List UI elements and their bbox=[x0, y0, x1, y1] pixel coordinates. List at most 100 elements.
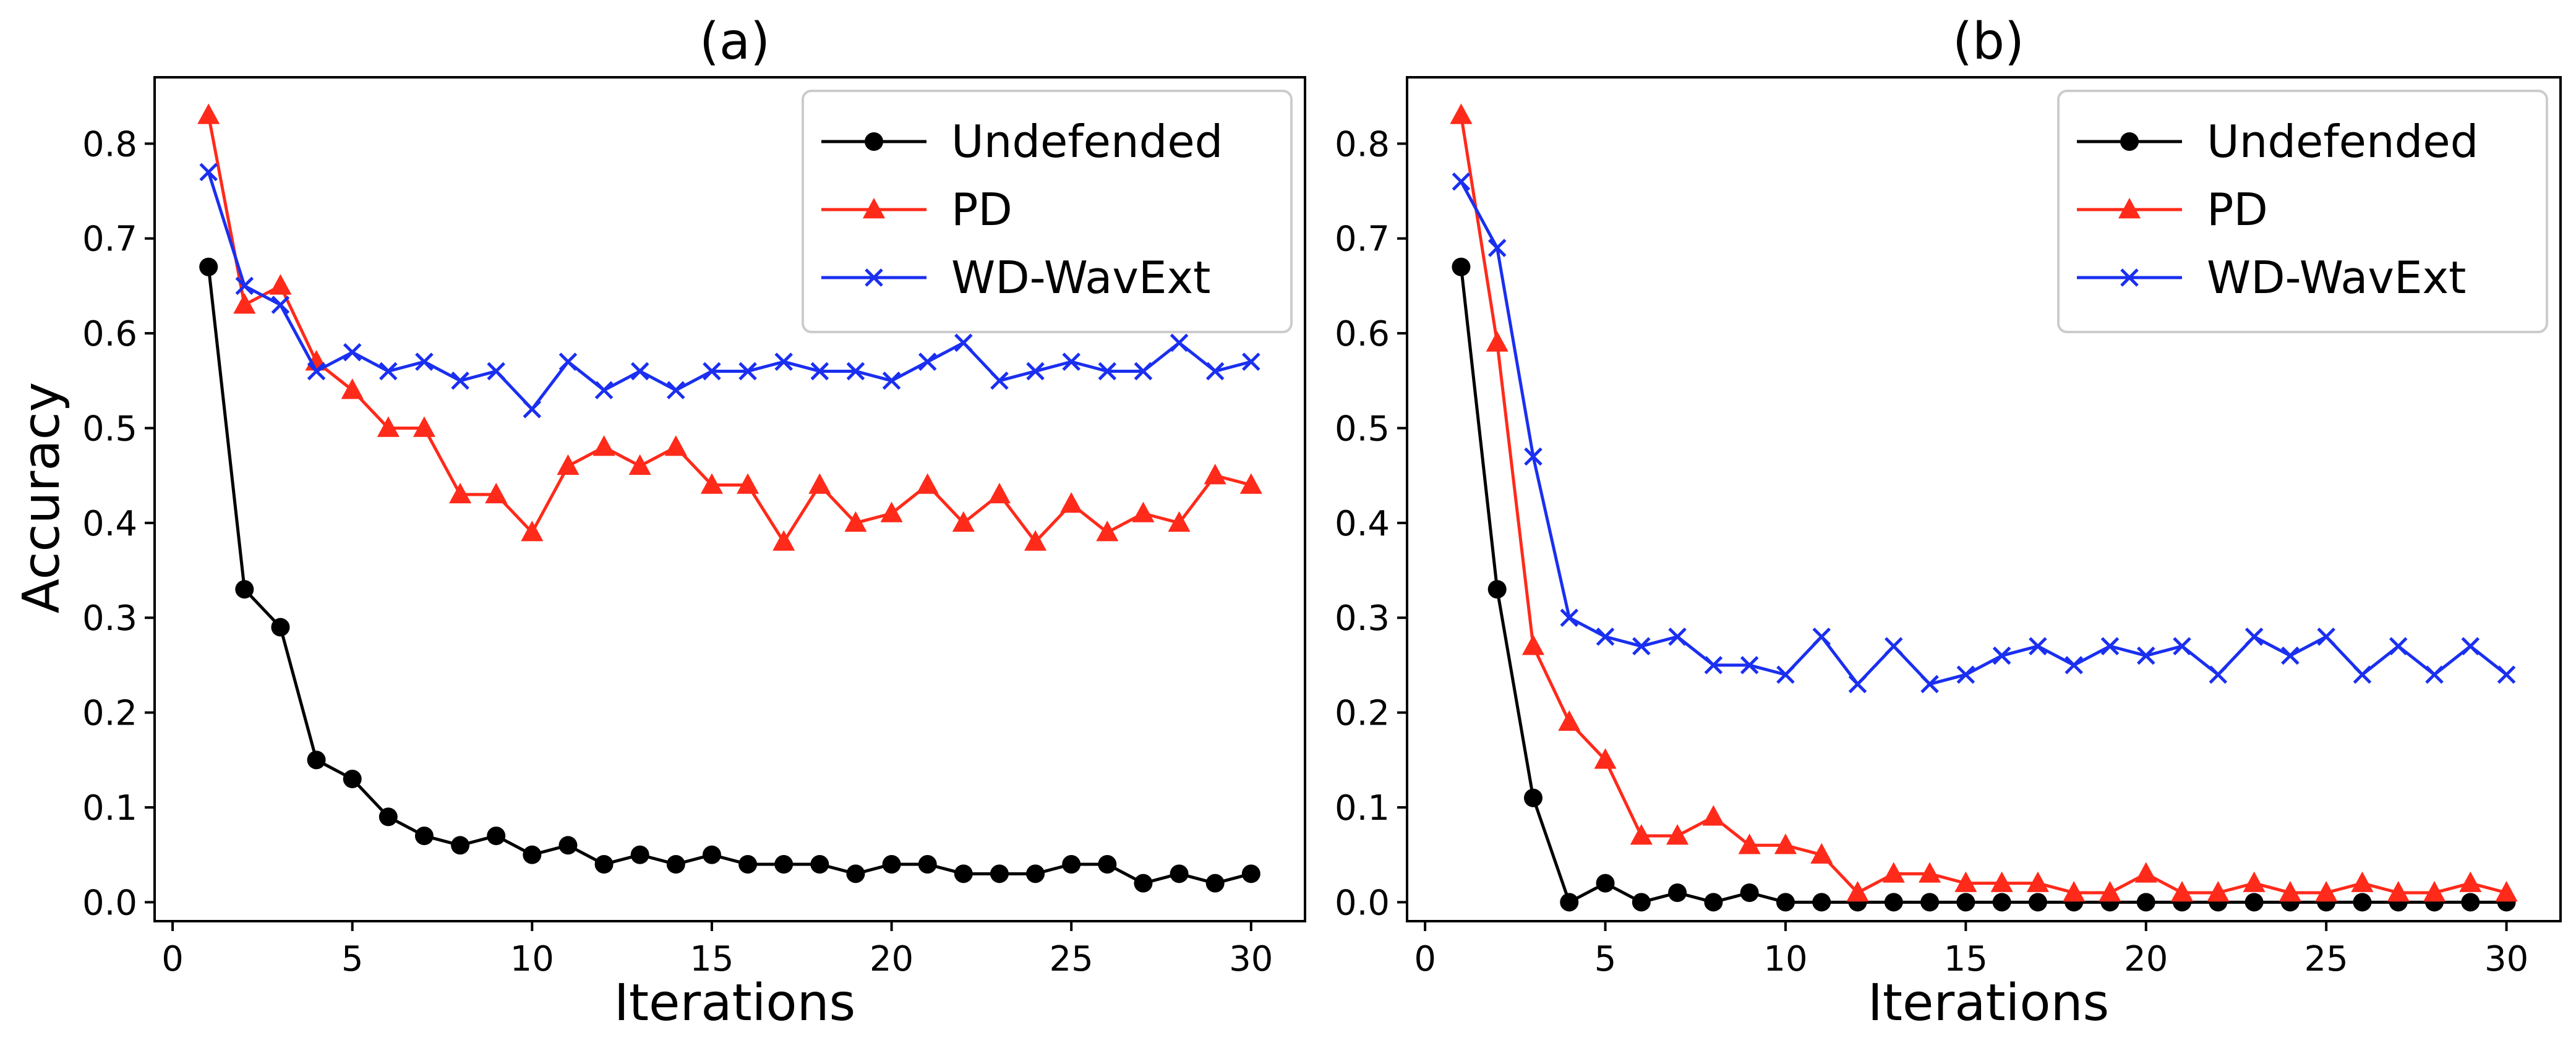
x-tick-label: 20 bbox=[2124, 939, 2168, 979]
series-pd-point: PD: (27, 0.01) bbox=[2387, 880, 2410, 902]
series-wd-wavext-point: WD-WavExt: (19, 0.56) bbox=[846, 362, 865, 381]
legend-box bbox=[2057, 90, 2548, 333]
series-undefended-point: Undefended: (7, 0.07) bbox=[414, 826, 434, 845]
series-undefended-point: Undefended: (17, 0) bbox=[2028, 893, 2047, 912]
series-pd-point: PD: (14, 0.03) bbox=[1919, 862, 1941, 883]
series-pd-point: PD: (22, 0.4) bbox=[952, 511, 975, 532]
legend-item-undefended: Undefended bbox=[821, 116, 1223, 168]
series-pd-point: PD: (5, 0.15) bbox=[1594, 748, 1617, 769]
series-undefended-point: Undefended: (16, 0.04) bbox=[738, 854, 758, 874]
series-wd-wavext-point: WD-WavExt: (11, 0.28) bbox=[1812, 628, 1831, 646]
series-wd-wavext-point: WD-WavExt: (19, 0.27) bbox=[2100, 637, 2120, 655]
series-undefended-point: Undefended: (7, 0.01) bbox=[1668, 883, 1687, 902]
series-pd-point: PD: (6, 0.5) bbox=[377, 416, 400, 437]
y-tick-label: 0.0 bbox=[1335, 883, 1390, 923]
series-pd-point: PD: (13, 0.03) bbox=[1882, 862, 1905, 883]
series-undefended-point: Undefended: (13, 0.05) bbox=[630, 845, 649, 864]
y-tick-label: 0.3 bbox=[82, 598, 137, 639]
series-wd-wavext-point: WD-WavExt: (1, 0.77) bbox=[199, 163, 218, 182]
series-wd-wavext-point: WD-WavExt: (25, 0.28) bbox=[2317, 628, 2335, 646]
legend-marker bbox=[865, 268, 883, 287]
y-tick-label: 0.4 bbox=[1335, 504, 1390, 544]
panel-b-series: Undefended: (1, 0.67) Undefended: (2, 0.3… bbox=[1450, 103, 2518, 912]
series-undefended-point: Undefended: (14, 0.04) bbox=[666, 854, 685, 874]
series-wd-wavext-point: WD-WavExt: (4, 0.3) bbox=[1560, 608, 1579, 627]
series-undefended-point: Undefended: (26, 0.04) bbox=[1098, 854, 1117, 874]
y-tick-label: 0.1 bbox=[82, 788, 137, 828]
series-pd-point: PD: (11, 0.46) bbox=[557, 454, 580, 475]
series-undefended-point: Undefended: (15, 0.05) bbox=[702, 845, 721, 864]
series-pd-point: PD: (25, 0.42) bbox=[1060, 492, 1083, 513]
legend-marker bbox=[2120, 132, 2139, 151]
series-pd-point: PD: (3, 0.27) bbox=[1521, 634, 1545, 655]
legend-item-wd-wavext: WD-WavExt bbox=[821, 252, 1210, 304]
x-tick-label: 5 bbox=[341, 939, 364, 979]
series-wd-wavext-point: WD-WavExt: (3, 0.47) bbox=[1524, 447, 1543, 466]
series-undefended-point: Undefended: (29, 0.02) bbox=[1205, 874, 1225, 893]
x-tick-label: 20 bbox=[870, 939, 914, 979]
panel-a-series: Undefended: (1, 0.67) Undefended: (2, 0.3… bbox=[197, 103, 1262, 893]
y-tick-label: 0.4 bbox=[82, 504, 137, 544]
series-wd-wavext-point: WD-WavExt: (20, 0.55) bbox=[882, 372, 901, 390]
series-wd-wavext-point: WD-WavExt: (23, 0.28) bbox=[2244, 628, 2264, 646]
y-tick-label: 0.8 bbox=[1335, 124, 1390, 164]
series-wd-wavext-line bbox=[207, 171, 1252, 411]
series-pd-point: PD: (8, 0.09) bbox=[1702, 805, 1725, 826]
series-pd-point: PD: (19, 0.01) bbox=[2099, 880, 2121, 902]
series-wd-wavext-point: WD-WavExt: (10, 0.24) bbox=[1776, 665, 1795, 684]
series-wd-wavext-point: WD-WavExt: (18, 0.25) bbox=[2065, 656, 2083, 674]
series-wd-wavext-point: WD-WavExt: (15, 0.56) bbox=[703, 362, 721, 381]
y-tick-label: 0.2 bbox=[82, 694, 137, 734]
panel-a: (a) 0 5 10 15 20 25 30 0.0 0.1 0.2 0.3 0.4 0.5 0.6 0.7… bbox=[82, 12, 1306, 1032]
legend-item-pd: PD bbox=[2077, 184, 2268, 236]
series-wd-wavext-point: WD-WavExt: (7, 0.28) bbox=[1668, 628, 1687, 646]
panel-a-frame bbox=[153, 76, 1306, 922]
series-wd-wavext-point: WD-WavExt: (24, 0.26) bbox=[2281, 646, 2300, 665]
series-pd-point: PD: (18, 0.44) bbox=[808, 473, 831, 494]
y-tick-label: 0.5 bbox=[1335, 409, 1390, 449]
series-undefended-point: Undefended: (4, 0) bbox=[1560, 893, 1579, 912]
series-undefended-point: Undefended: (6, 0) bbox=[1632, 893, 1651, 912]
series-wd-wavext-point: WD-WavExt: (15, 0.24) bbox=[1956, 665, 1975, 684]
series-wd-wavext-point: WD-WavExt: (14, 0.23) bbox=[1920, 674, 1939, 694]
series-wd-wavext: WD-WavExt: (1, 0.77) WD-WavExt: (2, 0.65)… bbox=[199, 163, 1260, 419]
series-wd-wavext-point: WD-WavExt: (13, 0.27) bbox=[1885, 637, 1903, 655]
y-tick-label: 0.1 bbox=[1335, 788, 1390, 828]
series-wd-wavext-point: WD-WavExt: (16, 0.56) bbox=[738, 362, 757, 381]
y-tick-label: 0.8 bbox=[82, 124, 137, 164]
series-undefended-point: Undefended: (1, 0.67) bbox=[1452, 257, 1471, 276]
y-axis-label: Accuracy bbox=[12, 382, 71, 613]
series-undefended-point: Undefended: (8, 0.06) bbox=[451, 836, 470, 855]
series-pd-point: PD: (22, 0.01) bbox=[2207, 880, 2230, 902]
series-wd-wavext-point: WD-WavExt: (5, 0.58) bbox=[343, 343, 362, 362]
series-wd-wavext-point: WD-WavExt: (21, 0.27) bbox=[2173, 637, 2191, 655]
series-undefended-point: Undefended: (17, 0.04) bbox=[774, 854, 794, 874]
legend-box bbox=[802, 90, 1293, 333]
series-wd-wavext-point: WD-WavExt: (28, 0.24) bbox=[2425, 665, 2444, 684]
series-wd-wavext-point: WD-WavExt: (23, 0.55) bbox=[990, 372, 1009, 390]
series-wd-wavext-point: WD-WavExt: (8, 0.25) bbox=[1704, 656, 1723, 674]
series-pd-point: PD: (11, 0.05) bbox=[1810, 843, 1833, 864]
series-wd-wavext-point: WD-WavExt: (2, 0.69) bbox=[1487, 239, 1507, 257]
series-wd-wavext-point: WD-WavExt: (9, 0.25) bbox=[1740, 656, 1759, 674]
series-wd-wavext-point: WD-WavExt: (8, 0.55) bbox=[451, 372, 469, 390]
series-pd-point: PD: (21, 0.01) bbox=[2170, 880, 2194, 902]
series-undefended-point: Undefended: (3, 0.11) bbox=[1523, 788, 1543, 807]
series-undefended-point: Undefended: (23, 0.03) bbox=[990, 864, 1009, 883]
series-pd-point: PD: (8, 0.43) bbox=[449, 482, 472, 504]
series-pd-point: PD: (7, 0.5) bbox=[413, 416, 435, 437]
series-pd-point: PD: (29, 0.45) bbox=[1204, 464, 1226, 485]
series-undefended-point: Undefended: (11, 0.06) bbox=[558, 836, 578, 855]
series-undefended-point: Undefended: (20, 0) bbox=[2136, 893, 2155, 912]
series-wd-wavext-point: WD-WavExt: (28, 0.59) bbox=[1170, 333, 1189, 352]
legend-label: Undefended bbox=[951, 116, 1223, 168]
series-wd-wavext-point: WD-WavExt: (12, 0.54) bbox=[594, 381, 614, 399]
series-undefended-point: Undefended: (21, 0.04) bbox=[918, 854, 937, 874]
y-tick-label: 0.5 bbox=[82, 409, 137, 449]
series-undefended-point: Undefended: (10, 0.05) bbox=[523, 845, 542, 864]
series-undefended-point: Undefended: (29, 0) bbox=[2461, 893, 2480, 912]
series-wd-wavext-point: WD-WavExt: (1, 0.76) bbox=[1452, 172, 1471, 191]
panel-b-legend: Undefended PD WD-WavExt bbox=[2057, 90, 2548, 333]
series-pd-point: PD: (30, 0.44) bbox=[1239, 473, 1262, 494]
